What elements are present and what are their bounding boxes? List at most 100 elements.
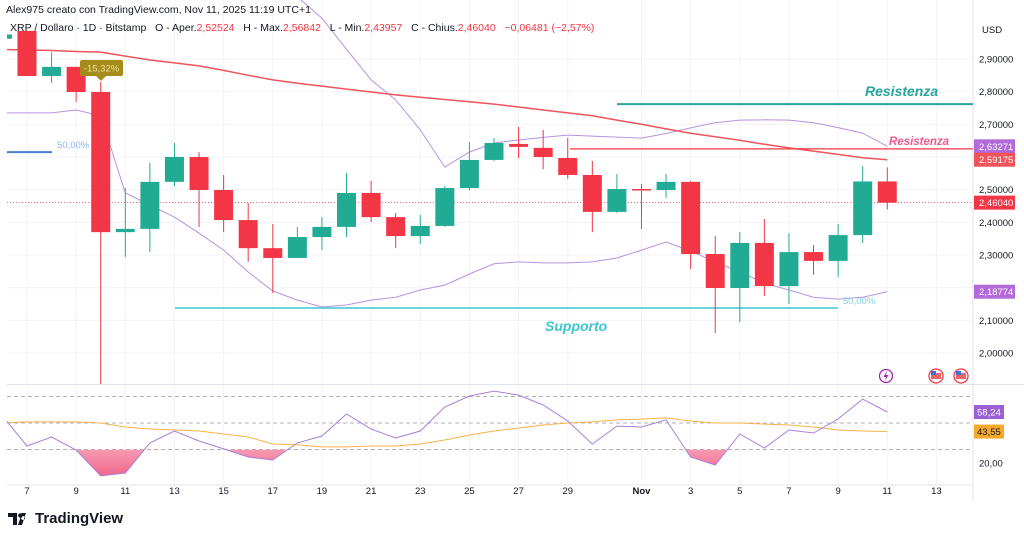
candle[interactable] <box>410 214 430 244</box>
rsi-label-bg <box>974 405 1004 420</box>
candle-body <box>115 228 135 233</box>
resistance-top-label[interactable]: Resistenza <box>865 83 938 99</box>
price-label-text: 2,63271 <box>979 142 1013 153</box>
price-tick: 2,40000 <box>979 218 1013 229</box>
support-label[interactable]: Supporto <box>545 318 608 334</box>
candle-body <box>7 34 12 39</box>
candle[interactable] <box>337 173 357 238</box>
chart-credit: Alex975 creato con TradingView.com, Nov … <box>6 4 311 16</box>
candle[interactable] <box>42 52 62 83</box>
candle[interactable] <box>189 152 209 227</box>
price-label: 2,59175 <box>974 152 1015 167</box>
candle-body <box>214 190 234 221</box>
symbol-name[interactable]: XRP / Dollaro · 1D · Bitstamp <box>10 22 147 34</box>
candle-body <box>42 66 62 76</box>
candle-body <box>263 248 283 258</box>
candle[interactable] <box>115 188 135 257</box>
candle[interactable] <box>361 180 381 223</box>
candle-body <box>386 217 406 237</box>
tradingview-logo[interactable]: TradingView <box>8 510 123 527</box>
price-label-bg <box>974 195 1015 210</box>
candle[interactable] <box>214 174 234 233</box>
time-tick: 19 <box>317 486 328 497</box>
candle[interactable] <box>164 142 184 187</box>
candle[interactable] <box>287 226 307 258</box>
candle[interactable] <box>730 232 750 322</box>
candle-body <box>17 30 37 76</box>
candle-body <box>91 91 111 233</box>
open-label: O - Aper. <box>155 22 197 34</box>
candle-body <box>730 242 750 289</box>
candle-body <box>804 252 824 261</box>
candle-body <box>164 157 184 182</box>
fib-left-label: 50,00% <box>57 140 90 151</box>
price-pane[interactable]: Resistenza Resistenza Supporto 50,00% 50,00%… <box>0 0 973 386</box>
candle-body <box>779 252 799 287</box>
close-value: 2,46040 <box>457 22 496 34</box>
lightning-glyph <box>883 371 889 381</box>
candle[interactable] <box>853 166 873 243</box>
candle-body <box>361 192 381 218</box>
price-label-text: 2,18774 <box>979 287 1013 298</box>
candle[interactable] <box>631 184 651 229</box>
candle[interactable] <box>312 217 332 251</box>
time-tick: 25 <box>464 486 475 497</box>
candle[interactable] <box>533 129 553 170</box>
price-label-text: 2,46040 <box>979 198 1013 209</box>
lightning-event-icon[interactable] <box>878 368 894 384</box>
candle-body <box>631 189 651 191</box>
candle[interactable] <box>681 180 701 270</box>
rsi-label-text: 58,24 <box>977 408 1001 419</box>
price-label: 2,18774 <box>974 284 1015 299</box>
candle[interactable] <box>91 81 111 386</box>
flag-canton <box>956 371 961 375</box>
candle[interactable] <box>582 160 602 233</box>
candle-body <box>509 143 529 147</box>
candle-body <box>681 181 701 255</box>
candle[interactable] <box>459 141 479 191</box>
candle[interactable] <box>17 30 37 76</box>
candle[interactable] <box>435 186 455 227</box>
candle[interactable] <box>754 219 774 296</box>
candle[interactable] <box>828 223 848 277</box>
change-value: −0,06481 (−2,57%) <box>504 22 595 34</box>
candle[interactable] <box>484 138 504 161</box>
price-tick: 2,50000 <box>979 185 1013 196</box>
brand-name: TradingView <box>35 510 124 527</box>
drop-percentage-badge[interactable]: -15,32% <box>80 60 123 81</box>
low-label: L - Min. <box>329 22 365 34</box>
candle-body <box>312 226 332 238</box>
bollinger-upper-line <box>300 0 888 168</box>
candle[interactable] <box>263 223 283 293</box>
low-value: 2,43957 <box>364 22 403 34</box>
open-value: 2,52524 <box>196 22 235 34</box>
candle[interactable] <box>705 236 725 334</box>
candle-body <box>410 225 430 237</box>
us-flag-event-icon[interactable] <box>953 368 969 384</box>
price-label: 2,46040 <box>974 195 1015 210</box>
time-tick: 7 <box>24 486 29 497</box>
rsi-pane[interactable] <box>2 390 973 477</box>
us-flag-event-icon[interactable] <box>928 368 944 384</box>
time-tick: 27 <box>513 486 524 497</box>
candle[interactable] <box>140 162 160 253</box>
time-tick: 21 <box>366 486 377 497</box>
flag-canton <box>931 371 936 375</box>
tradingview-logo-icon <box>8 512 26 525</box>
candle[interactable] <box>779 233 799 305</box>
candle[interactable] <box>386 212 406 249</box>
candle[interactable] <box>238 203 258 262</box>
price-tick: 2,10000 <box>979 316 1013 327</box>
candle[interactable] <box>607 173 627 213</box>
candle[interactable] <box>558 138 578 179</box>
candle[interactable] <box>656 173 676 198</box>
resistance-red-label[interactable]: Resistenza <box>889 136 950 148</box>
candle-body <box>877 181 897 203</box>
candle-body <box>607 189 627 212</box>
candle[interactable] <box>804 244 824 275</box>
candle[interactable] <box>509 126 529 158</box>
rsi-label-text: 43,55 <box>977 427 1001 438</box>
candle[interactable] <box>877 167 897 210</box>
candle[interactable] <box>0 33 12 43</box>
